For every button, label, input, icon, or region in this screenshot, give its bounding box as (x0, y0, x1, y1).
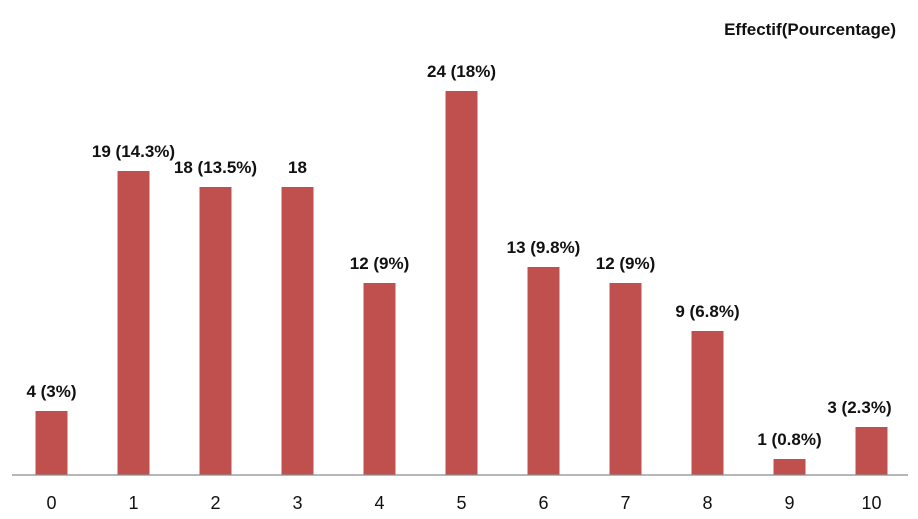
bar-7 (609, 283, 642, 475)
bars-layer (35, 91, 888, 475)
bar-5 (445, 91, 478, 475)
data-label-3: 18 (288, 158, 307, 177)
x-tick-label-6: 6 (538, 493, 548, 513)
x-tick-label-9: 9 (784, 493, 794, 513)
x-tick-label-7: 7 (620, 493, 630, 513)
data-labels-layer: 4 (3%) 19 (14.3%)18 (13.5%) 18 12 (9%) 24 (1… (26, 62, 891, 449)
x-tick-labels-layer: 0 1 2 3 4 5 6 7 8 9 10 (46, 493, 881, 513)
bar-0 (35, 411, 68, 475)
bar-2 (199, 187, 232, 475)
data-label-2: 18 (13.5%) (174, 158, 257, 177)
x-tick-label-4: 4 (374, 493, 384, 513)
data-label-6: 13 (9.8%) (507, 238, 581, 257)
data-label-9: 1 (0.8%) (757, 430, 821, 449)
data-label-10: 3 (2.3%) (827, 398, 891, 417)
bar-9 (773, 459, 806, 475)
data-label-5: 24 (18%) (427, 62, 496, 81)
bar-6 (527, 267, 560, 475)
x-tick-label-8: 8 (702, 493, 712, 513)
x-tick-label-0: 0 (46, 493, 56, 513)
data-label-8: 9 (6.8%) (675, 302, 739, 321)
legend-title: Effectif(Pourcentage) (724, 20, 896, 39)
data-label-1: 19 (14.3%) (92, 142, 175, 161)
bar-4 (363, 283, 396, 475)
x-tick-label-10: 10 (861, 493, 881, 513)
data-label-7: 12 (9%) (596, 254, 656, 273)
bar-1 (117, 171, 150, 475)
x-tick-label-3: 3 (292, 493, 302, 513)
x-tick-label-2: 2 (210, 493, 220, 513)
x-tick-label-1: 1 (128, 493, 138, 513)
data-label-4: 12 (9%) (350, 254, 410, 273)
bar-3 (281, 187, 314, 475)
x-tick-label-5: 5 (456, 493, 466, 513)
bar-8 (691, 331, 724, 475)
data-label-0: 4 (3%) (26, 382, 76, 401)
bar-10 (855, 427, 888, 475)
